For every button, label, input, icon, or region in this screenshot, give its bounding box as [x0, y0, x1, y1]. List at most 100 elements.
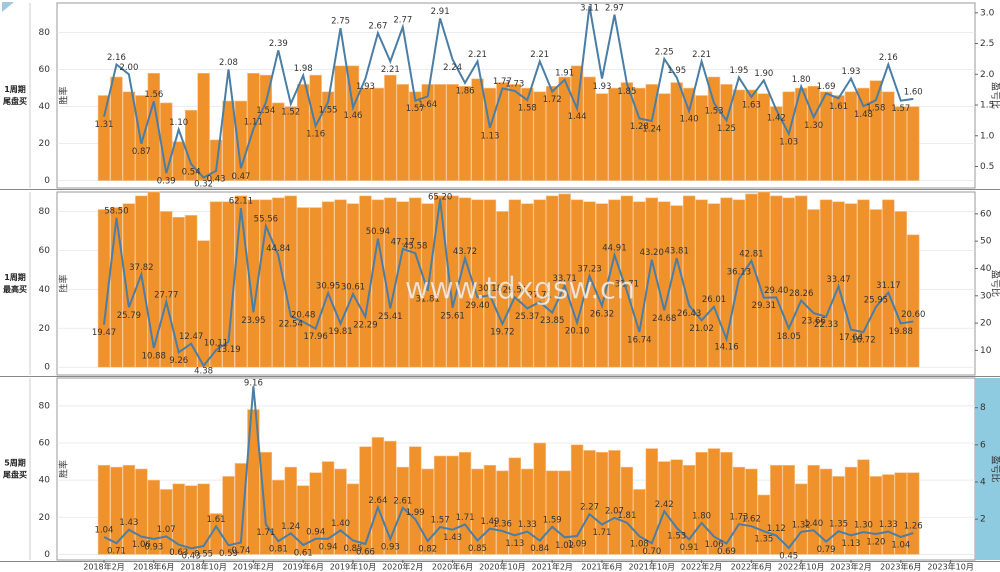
bar: [433, 195, 447, 368]
x-tick-label: 2019年10月: [330, 562, 377, 572]
data-label: 1.40: [331, 519, 350, 529]
data-label: 1.57: [431, 516, 450, 526]
bar: [496, 470, 509, 555]
data-label: 47.17: [391, 237, 415, 247]
bar: [807, 209, 820, 368]
bar: [483, 199, 497, 368]
data-label: 1.52: [281, 107, 300, 117]
bar: [720, 197, 733, 368]
data-label: 1.57: [891, 104, 910, 114]
bar: [907, 106, 920, 181]
line: [103, 5, 914, 179]
data-label: 1.86: [456, 86, 475, 96]
bar: [471, 78, 484, 181]
bar: [172, 141, 185, 181]
bar: [882, 91, 895, 181]
data-label: 1.46: [344, 111, 363, 121]
data-label: 2.07: [605, 506, 624, 516]
data-label: 45.58: [403, 242, 427, 252]
data-label: 0.55: [194, 550, 213, 560]
bar: [396, 466, 409, 555]
data-label: 1.58: [518, 104, 537, 114]
bar: [608, 87, 621, 181]
data-label: 2.21: [530, 50, 549, 60]
bar: [359, 195, 372, 368]
bar: [620, 466, 634, 555]
bar: [794, 483, 808, 555]
data-label: 13.19: [216, 345, 240, 355]
bar: [757, 494, 771, 555]
panel-label: 1周期: [4, 84, 26, 94]
data-label: 1.26: [904, 521, 923, 531]
data-label: 1.98: [294, 64, 313, 74]
data-label: 23.66: [801, 317, 825, 327]
bar: [794, 195, 808, 368]
data-label: 1.10: [169, 118, 188, 128]
y2-tick-label: 2: [980, 515, 986, 525]
data-label: 33.71: [552, 274, 576, 284]
bar: [433, 455, 447, 555]
data-label: 0.93: [144, 543, 163, 553]
x-tick-label: 2018年2月: [83, 562, 124, 572]
bar: [135, 195, 148, 368]
y2-axis-label: 盈亏比: [990, 455, 1000, 482]
data-label: 26.01: [702, 295, 726, 305]
data-label: 0.84: [530, 544, 549, 554]
x-tick-label: 2023年10月: [927, 562, 974, 572]
data-label: 25.79: [117, 311, 141, 321]
data-label: 1.80: [692, 511, 711, 521]
bar: [807, 85, 820, 181]
data-label: 1.24: [281, 522, 300, 532]
y2-tick-label: 1.0: [980, 131, 995, 141]
bar: [645, 448, 659, 555]
data-label: 1.54: [256, 106, 275, 116]
data-label: 0.54: [182, 168, 201, 178]
data-label: 2.25: [655, 47, 674, 57]
bar: [296, 207, 310, 368]
x-tick-label: 2021年2月: [531, 562, 572, 572]
bar: [471, 468, 484, 555]
data-label: 0.94: [306, 527, 325, 537]
data-label: 28.26: [789, 289, 813, 299]
bar: [844, 203, 858, 368]
data-label: 4.38: [194, 367, 213, 377]
y-tick-label: 20: [39, 139, 51, 149]
data-label: 26.32: [590, 309, 614, 319]
data-label: 2.24: [443, 63, 462, 73]
data-label: 1.09: [568, 540, 587, 550]
bar: [346, 483, 360, 555]
data-label: 30.18: [478, 284, 502, 294]
line: [103, 199, 914, 368]
data-label: 2.21: [468, 50, 487, 60]
y-axis-label: 胜率: [58, 274, 70, 292]
bar: [533, 91, 546, 181]
data-label: 1.44: [568, 112, 587, 122]
y2-tick-label: 30: [980, 291, 992, 301]
data-label: 36.13: [727, 268, 751, 278]
data-label: 1.25: [717, 124, 736, 134]
bar: [184, 485, 198, 555]
bar: [135, 95, 148, 181]
bar: [234, 100, 248, 181]
bar: [869, 476, 883, 555]
bar: [770, 195, 783, 368]
data-label: 1.12: [767, 524, 786, 534]
bar: [197, 483, 210, 555]
bar: [521, 87, 534, 181]
bar: [309, 207, 322, 368]
data-label: 1.62: [742, 515, 761, 525]
data-label: 0.32: [194, 180, 213, 190]
data-label: 0.71: [107, 547, 126, 557]
bar: [533, 199, 546, 368]
bar: [882, 199, 895, 368]
y2-tick-label: 10: [980, 346, 992, 356]
x-tick-label: 2021年10月: [629, 562, 676, 572]
bar: [421, 84, 434, 181]
data-label: 1.85: [617, 87, 636, 97]
bar: [508, 199, 522, 368]
bar: [745, 468, 758, 555]
data-label: 1.04: [891, 540, 910, 550]
y-tick-label: 0: [44, 550, 50, 560]
bar: [770, 464, 783, 555]
bar: [608, 199, 621, 368]
